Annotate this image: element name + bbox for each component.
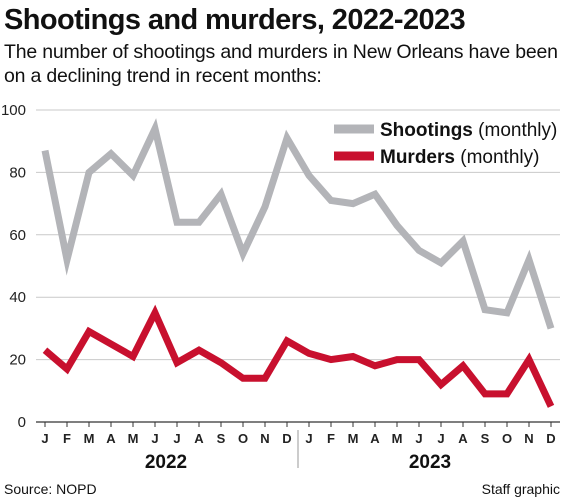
x-tick-label: J bbox=[173, 431, 180, 446]
x-tick-label: F bbox=[63, 431, 71, 446]
x-tick-label: S bbox=[217, 431, 226, 446]
x-axis bbox=[36, 421, 560, 427]
y-tick-label: 80 bbox=[9, 164, 26, 181]
x-tick-label: D bbox=[282, 431, 291, 446]
legend: Shootings (monthly) Murders (monthly) bbox=[334, 120, 557, 168]
year-labels: 2022 2023 bbox=[145, 430, 451, 473]
credit-note: Staff graphic bbox=[481, 481, 560, 497]
x-tick-label: O bbox=[238, 431, 248, 446]
legend-label-shootings: Shootings (monthly) bbox=[380, 120, 557, 141]
y-tick-label: 20 bbox=[9, 352, 26, 369]
x-tick-label: M bbox=[128, 431, 139, 446]
source-note: Source: NOPD bbox=[4, 481, 97, 497]
x-tick-label: A bbox=[194, 431, 204, 446]
series-lines bbox=[41, 118, 555, 408]
x-tick-label: S bbox=[481, 431, 490, 446]
y-axis-tick-labels: 0 20 40 60 80 100 bbox=[1, 102, 26, 431]
series-line-shootings bbox=[41, 118, 555, 330]
x-tick-label: N bbox=[524, 431, 533, 446]
x-tick-label: J bbox=[437, 431, 444, 446]
x-tick-label: A bbox=[106, 431, 116, 446]
x-tick-label: J bbox=[415, 431, 422, 446]
x-tick-label: J bbox=[305, 431, 312, 446]
year-label: 2023 bbox=[409, 452, 451, 473]
x-tick-label: J bbox=[41, 431, 48, 446]
y-tick-label: 40 bbox=[9, 289, 26, 306]
x-tick-label: N bbox=[260, 431, 269, 446]
x-tick-label: M bbox=[348, 431, 359, 446]
x-tick-label: M bbox=[392, 431, 403, 446]
chart-subtitle: The number of shootings and murders in N… bbox=[4, 41, 558, 87]
chart-title: Shootings and murders, 2022-2023 bbox=[4, 4, 466, 36]
y-tick-label: 0 bbox=[18, 414, 26, 431]
x-tick-label: O bbox=[502, 431, 512, 446]
y-tick-label: 100 bbox=[1, 102, 26, 119]
year-label: 2022 bbox=[145, 452, 187, 473]
x-tick-label: A bbox=[458, 431, 468, 446]
x-tick-label: A bbox=[370, 431, 380, 446]
series-line-murders bbox=[42, 304, 555, 408]
gridlines bbox=[36, 109, 560, 361]
legend-label-murders: Murders (monthly) bbox=[380, 147, 539, 168]
x-tick-label: J bbox=[151, 431, 158, 446]
x-tick-label: F bbox=[327, 431, 335, 446]
x-tick-label: M bbox=[84, 431, 95, 446]
x-tick-label: D bbox=[546, 431, 555, 446]
y-tick-label: 60 bbox=[9, 227, 26, 244]
